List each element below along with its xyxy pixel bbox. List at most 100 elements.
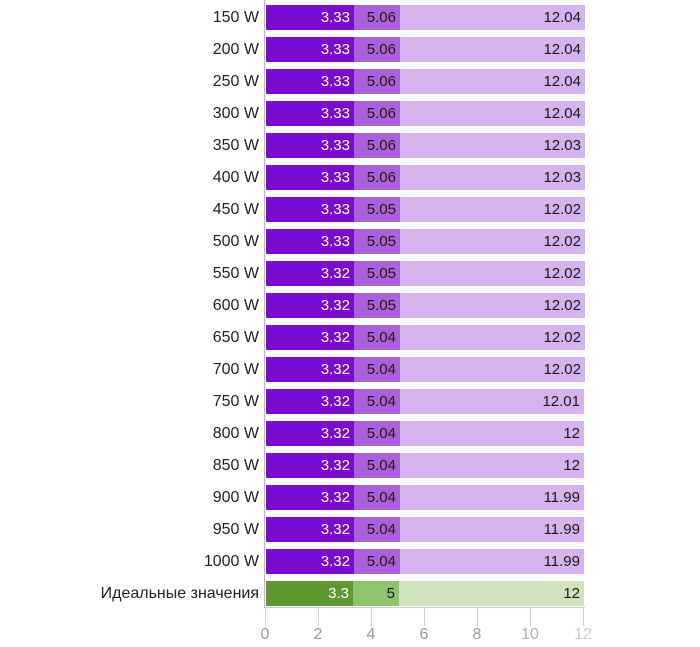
stacked-bar: 3.33 5.05 12.02 bbox=[266, 197, 585, 222]
x-axis-tick bbox=[477, 607, 478, 626]
x-axis-tick bbox=[424, 607, 425, 626]
bar-segment-1 bbox=[266, 229, 354, 254]
value-label-1: 3.33 bbox=[320, 41, 350, 58]
value-label-1: 3.32 bbox=[320, 457, 350, 474]
bar-segment-1 bbox=[266, 5, 354, 30]
value-label-1: 3.32 bbox=[320, 265, 350, 282]
category-label: 950 W bbox=[212, 521, 259, 538]
value-label-1: 3.32 bbox=[320, 297, 350, 314]
bar-row: 250 W 3.33 5.06 12.04 bbox=[0, 69, 700, 94]
value-label-3: 12.01 bbox=[542, 393, 580, 410]
category-label: 750 W bbox=[212, 393, 259, 410]
value-label-2: 5.06 bbox=[366, 73, 396, 90]
stacked-bar: 3.33 5.06 12.04 bbox=[266, 5, 585, 30]
stacked-bar: 3.32 5.04 12 bbox=[266, 453, 584, 478]
value-label-2: 5.06 bbox=[366, 41, 396, 58]
value-label-3: 12 bbox=[563, 457, 580, 474]
category-label: 800 W bbox=[212, 425, 259, 442]
value-label-1: 3.33 bbox=[320, 169, 350, 186]
bar-row: 200 W 3.33 5.06 12.04 bbox=[0, 37, 700, 62]
bar-segment-1 bbox=[266, 325, 354, 350]
bar-segment-1 bbox=[266, 357, 354, 382]
x-axis-tick bbox=[318, 607, 319, 626]
category-label: 1000 W bbox=[203, 553, 259, 570]
category-label: 600 W bbox=[212, 297, 259, 314]
bar-segment-1 bbox=[266, 197, 354, 222]
bar-segment-1 bbox=[266, 69, 354, 94]
value-label-2: 5.06 bbox=[366, 137, 396, 154]
value-label-2: 5.04 bbox=[366, 425, 396, 442]
value-label-3: 12.02 bbox=[543, 265, 581, 282]
value-label-1: 3.32 bbox=[320, 489, 350, 506]
value-label-2: 5.06 bbox=[366, 169, 396, 186]
bar-segment-1 bbox=[266, 101, 354, 126]
bar-row: 1000 W 3.32 5.04 11.99 bbox=[0, 549, 700, 574]
stacked-bar: 3.33 5.05 12.02 bbox=[266, 229, 585, 254]
bar-row: Идеальные значения 3.3 5 12 bbox=[0, 581, 700, 606]
category-label: 500 W bbox=[212, 233, 259, 250]
bar-row: 150 W 3.33 5.06 12.04 bbox=[0, 5, 700, 30]
value-label-1: 3.32 bbox=[320, 361, 350, 378]
value-label-3: 11.99 bbox=[543, 489, 580, 506]
x-axis-tick-label: 12 bbox=[574, 626, 592, 643]
bar-row: 550 W 3.32 5.05 12.02 bbox=[0, 261, 700, 286]
bar-segment-1 bbox=[266, 517, 354, 542]
value-label-3: 12.04 bbox=[543, 9, 581, 26]
category-label: 650 W bbox=[212, 329, 259, 346]
value-label-3: 12 bbox=[563, 425, 580, 442]
value-label-1: 3.32 bbox=[320, 553, 350, 570]
value-label-1: 3.32 bbox=[320, 329, 350, 346]
value-label-3: 11.99 bbox=[543, 521, 580, 538]
stacked-bar: 3.32 5.05 12.02 bbox=[266, 261, 585, 286]
value-label-1: 3.33 bbox=[320, 137, 350, 154]
value-label-3: 12.04 bbox=[543, 73, 581, 90]
value-label-3: 12.04 bbox=[543, 105, 581, 122]
category-label: 900 W bbox=[212, 489, 259, 506]
stacked-bar: 3.32 5.04 11.99 bbox=[266, 517, 584, 542]
y-axis-line bbox=[264, 0, 265, 608]
value-label-1: 3.33 bbox=[320, 233, 350, 250]
value-label-1: 3.32 bbox=[320, 425, 350, 442]
stacked-bar: 3.32 5.04 12.01 bbox=[266, 389, 584, 414]
bar-segment-1 bbox=[266, 581, 353, 606]
bar-row: 950 W 3.32 5.04 11.99 bbox=[0, 517, 700, 542]
category-label: 250 W bbox=[212, 73, 259, 90]
category-label: 400 W bbox=[212, 169, 259, 186]
stacked-bar: 3.32 5.04 12 bbox=[266, 421, 584, 446]
stacked-bar: 3.33 5.06 12.04 bbox=[266, 101, 585, 126]
value-label-1: 3.32 bbox=[320, 393, 350, 410]
value-label-1: 3.32 bbox=[320, 521, 350, 538]
x-axis-tick-label: 0 bbox=[260, 626, 270, 643]
category-label: 550 W bbox=[212, 265, 259, 282]
bar-segment-1 bbox=[266, 261, 354, 286]
x-axis-tick-label: 2 bbox=[313, 626, 323, 643]
bar-row: 300 W 3.33 5.06 12.04 bbox=[0, 101, 700, 126]
value-label-2: 5.04 bbox=[366, 457, 396, 474]
stacked-bar: 3.33 5.06 12.03 bbox=[266, 165, 585, 190]
bar-segment-1 bbox=[266, 133, 354, 158]
bar-row: 400 W 3.33 5.06 12.03 bbox=[0, 165, 700, 190]
category-label: 200 W bbox=[212, 41, 259, 58]
bar-row: 850 W 3.32 5.04 12 bbox=[0, 453, 700, 478]
x-axis-tick-label: 6 bbox=[419, 626, 429, 643]
bar-segment-1 bbox=[266, 421, 354, 446]
category-label: 300 W bbox=[212, 105, 259, 122]
x-axis-tick bbox=[265, 607, 266, 626]
category-label: 450 W bbox=[212, 201, 259, 218]
bar-row: 800 W 3.32 5.04 12 bbox=[0, 421, 700, 446]
stacked-bar: 3.32 5.04 11.99 bbox=[266, 549, 584, 574]
bar-row: 350 W 3.33 5.06 12.03 bbox=[0, 133, 700, 158]
category-label: Идеальные значения bbox=[100, 585, 259, 602]
value-label-3: 12.03 bbox=[543, 169, 581, 186]
bar-segment-1 bbox=[266, 389, 354, 414]
value-label-2: 5.04 bbox=[366, 521, 396, 538]
x-axis-tick bbox=[583, 607, 584, 626]
value-label-2: 5 bbox=[386, 585, 395, 602]
bar-row: 700 W 3.32 5.04 12.02 bbox=[0, 357, 700, 382]
bar-segment-1 bbox=[266, 549, 354, 574]
value-label-2: 5.04 bbox=[366, 393, 396, 410]
stacked-bar: 3.32 5.04 11.99 bbox=[266, 485, 584, 510]
value-label-3: 11.99 bbox=[543, 553, 580, 570]
stacked-bar: 3.32 5.04 12.02 bbox=[266, 325, 585, 350]
bar-row: 750 W 3.32 5.04 12.01 bbox=[0, 389, 700, 414]
